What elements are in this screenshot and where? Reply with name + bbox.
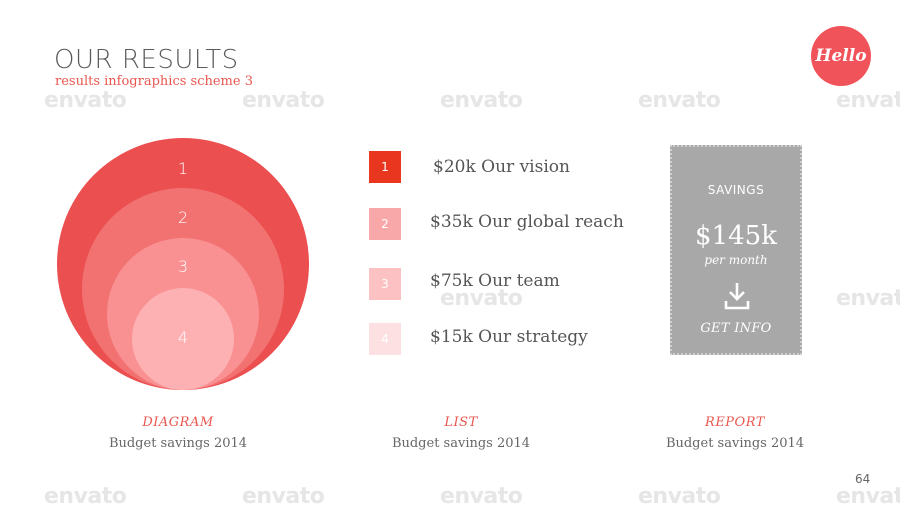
page-number: 64 xyxy=(855,472,871,486)
list-item-text: $35k Our global reach xyxy=(430,212,624,232)
report-caption: REPORT Budget savings 2014 xyxy=(635,415,835,453)
list-item-text: $20k Our vision xyxy=(433,157,570,177)
list-item-text: $75k Our team xyxy=(430,271,560,291)
report-value: $145k xyxy=(695,221,777,251)
caption-title: DIAGRAM xyxy=(142,415,214,430)
diagram-circle-label: 4 xyxy=(177,328,189,347)
diagram-circle-label: 1 xyxy=(177,159,189,178)
watermark-text: envato xyxy=(440,484,523,509)
report-period: per month xyxy=(704,253,768,267)
caption-subtitle: Budget savings 2014 xyxy=(391,436,531,451)
list-number-square: 3 xyxy=(369,268,401,300)
logo-text: Hello xyxy=(815,46,867,66)
list-number: 3 xyxy=(381,277,389,291)
list-number: 1 xyxy=(381,160,389,174)
watermark-text: envato xyxy=(44,88,127,113)
caption-title: LIST xyxy=(444,415,478,430)
diagram-circle-label: 2 xyxy=(177,208,189,227)
watermark-text: envato xyxy=(242,88,325,113)
list-number-square: 2 xyxy=(369,208,401,240)
hello-logo: Hello xyxy=(811,26,871,86)
watermark-text: envato xyxy=(242,484,325,509)
list-number-square: 4 xyxy=(369,323,401,355)
watermark-text: envato xyxy=(836,484,900,509)
diagram-circle-4 xyxy=(132,288,234,390)
watermark-text: envato xyxy=(836,88,900,113)
caption-subtitle: Budget savings 2014 xyxy=(665,436,805,451)
diagram-caption: DIAGRAM Budget savings 2014 xyxy=(78,415,278,453)
download-icon[interactable] xyxy=(723,281,751,311)
list-item-text: $15k Our strategy xyxy=(430,327,588,347)
get-info-link[interactable]: GET INFO xyxy=(700,321,772,336)
watermark-text: envato xyxy=(836,286,900,311)
page-subtitle: results infographics scheme 3 xyxy=(55,74,253,89)
caption-title: REPORT xyxy=(705,415,765,430)
watermark-text: envato xyxy=(44,484,127,509)
page-title: OUR RESULTS xyxy=(54,45,239,75)
watermark-text: envato xyxy=(638,484,721,509)
caption-subtitle: Budget savings 2014 xyxy=(108,436,248,451)
report-label: SAVINGS xyxy=(707,183,765,197)
savings-report-card: SAVINGS $145k per month GET INFO xyxy=(670,145,802,355)
list-number-square: 1 xyxy=(369,151,401,183)
list-caption: LIST Budget savings 2014 xyxy=(361,415,561,453)
list-number: 4 xyxy=(381,332,389,346)
watermark-text: envato xyxy=(440,88,523,113)
list-number: 2 xyxy=(381,217,389,231)
watermark-text: envato xyxy=(638,88,721,113)
diagram-circle-label: 3 xyxy=(177,257,189,276)
